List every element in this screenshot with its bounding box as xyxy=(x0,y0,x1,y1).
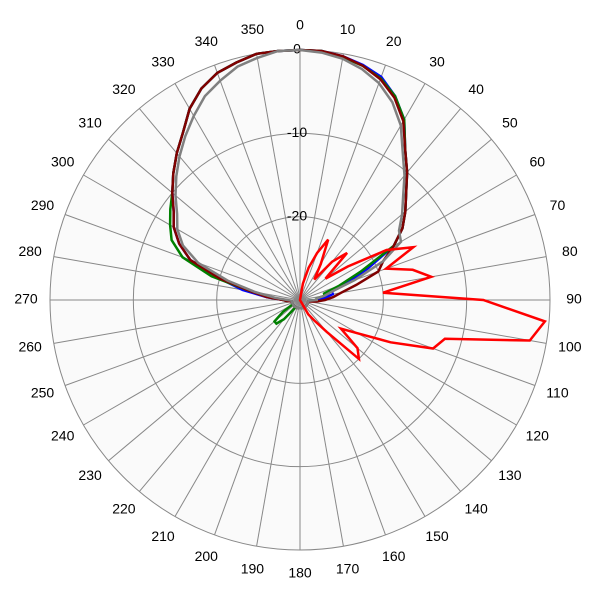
spoke xyxy=(299,138,492,301)
angle-label: 130 xyxy=(498,467,522,483)
spoke xyxy=(299,299,492,462)
spoke xyxy=(138,108,301,301)
angle-label: 10 xyxy=(340,21,356,37)
spoke xyxy=(108,299,301,462)
spoke xyxy=(299,174,517,301)
spoke xyxy=(83,299,301,426)
angle-label: 110 xyxy=(546,384,569,400)
spoke xyxy=(138,299,301,492)
angle-label: 80 xyxy=(562,243,578,259)
angle-label: 190 xyxy=(241,561,265,577)
pattern-line xyxy=(298,238,547,362)
spoke xyxy=(299,299,344,547)
angle-label: 170 xyxy=(336,561,360,577)
angle-label: 350 xyxy=(241,21,265,37)
angle-label: 30 xyxy=(429,53,445,69)
angle-label: 320 xyxy=(112,81,136,97)
angle-label: 180 xyxy=(288,565,312,581)
spoke xyxy=(53,299,301,344)
spoke xyxy=(214,299,301,536)
angle-label: 330 xyxy=(151,53,175,69)
angle-label: 60 xyxy=(530,154,546,170)
spoke xyxy=(83,174,301,301)
angle-label: 70 xyxy=(550,197,566,213)
angle-label: 210 xyxy=(151,528,175,544)
angle-label: 200 xyxy=(195,548,219,564)
angle-label: 340 xyxy=(195,33,219,49)
spoke xyxy=(64,299,301,386)
spoke xyxy=(108,138,301,301)
angle-label: 0 xyxy=(296,17,304,33)
spoke xyxy=(299,53,344,301)
spoke xyxy=(174,299,301,517)
angle-label: 260 xyxy=(18,338,42,354)
spoke xyxy=(299,299,517,426)
angle-label: 230 xyxy=(78,467,102,483)
angle-label: 100 xyxy=(558,338,582,354)
angle-label: 160 xyxy=(382,548,406,564)
angle-label: 280 xyxy=(18,243,42,259)
spoke xyxy=(299,299,426,517)
spoke xyxy=(256,299,301,547)
ring-label: -20 xyxy=(287,207,307,223)
spoke xyxy=(174,83,301,301)
angle-label: 290 xyxy=(31,197,55,213)
angle-label: 300 xyxy=(51,154,75,170)
spoke xyxy=(299,299,536,386)
pattern-line xyxy=(174,48,406,310)
angle-label: 50 xyxy=(502,115,518,131)
spoke xyxy=(299,299,547,344)
ring-label: -10 xyxy=(287,124,307,140)
angle-label: 220 xyxy=(112,501,136,517)
angle-label: 120 xyxy=(526,428,550,444)
angle-label: 40 xyxy=(468,81,484,97)
angle-label: 310 xyxy=(78,115,102,131)
spoke xyxy=(214,64,301,301)
angle-label: 150 xyxy=(425,528,449,544)
ring-label: 0 xyxy=(293,41,301,57)
spoke xyxy=(256,53,301,301)
angle-label: 140 xyxy=(464,501,488,517)
spoke xyxy=(299,299,386,536)
ring xyxy=(216,216,384,384)
angle-label: 20 xyxy=(386,33,402,49)
angle-label: 240 xyxy=(51,428,75,444)
angle-label: 250 xyxy=(31,384,55,400)
angle-label: 90 xyxy=(566,291,582,307)
angle-label: 270 xyxy=(14,291,38,307)
spoke xyxy=(299,64,386,301)
